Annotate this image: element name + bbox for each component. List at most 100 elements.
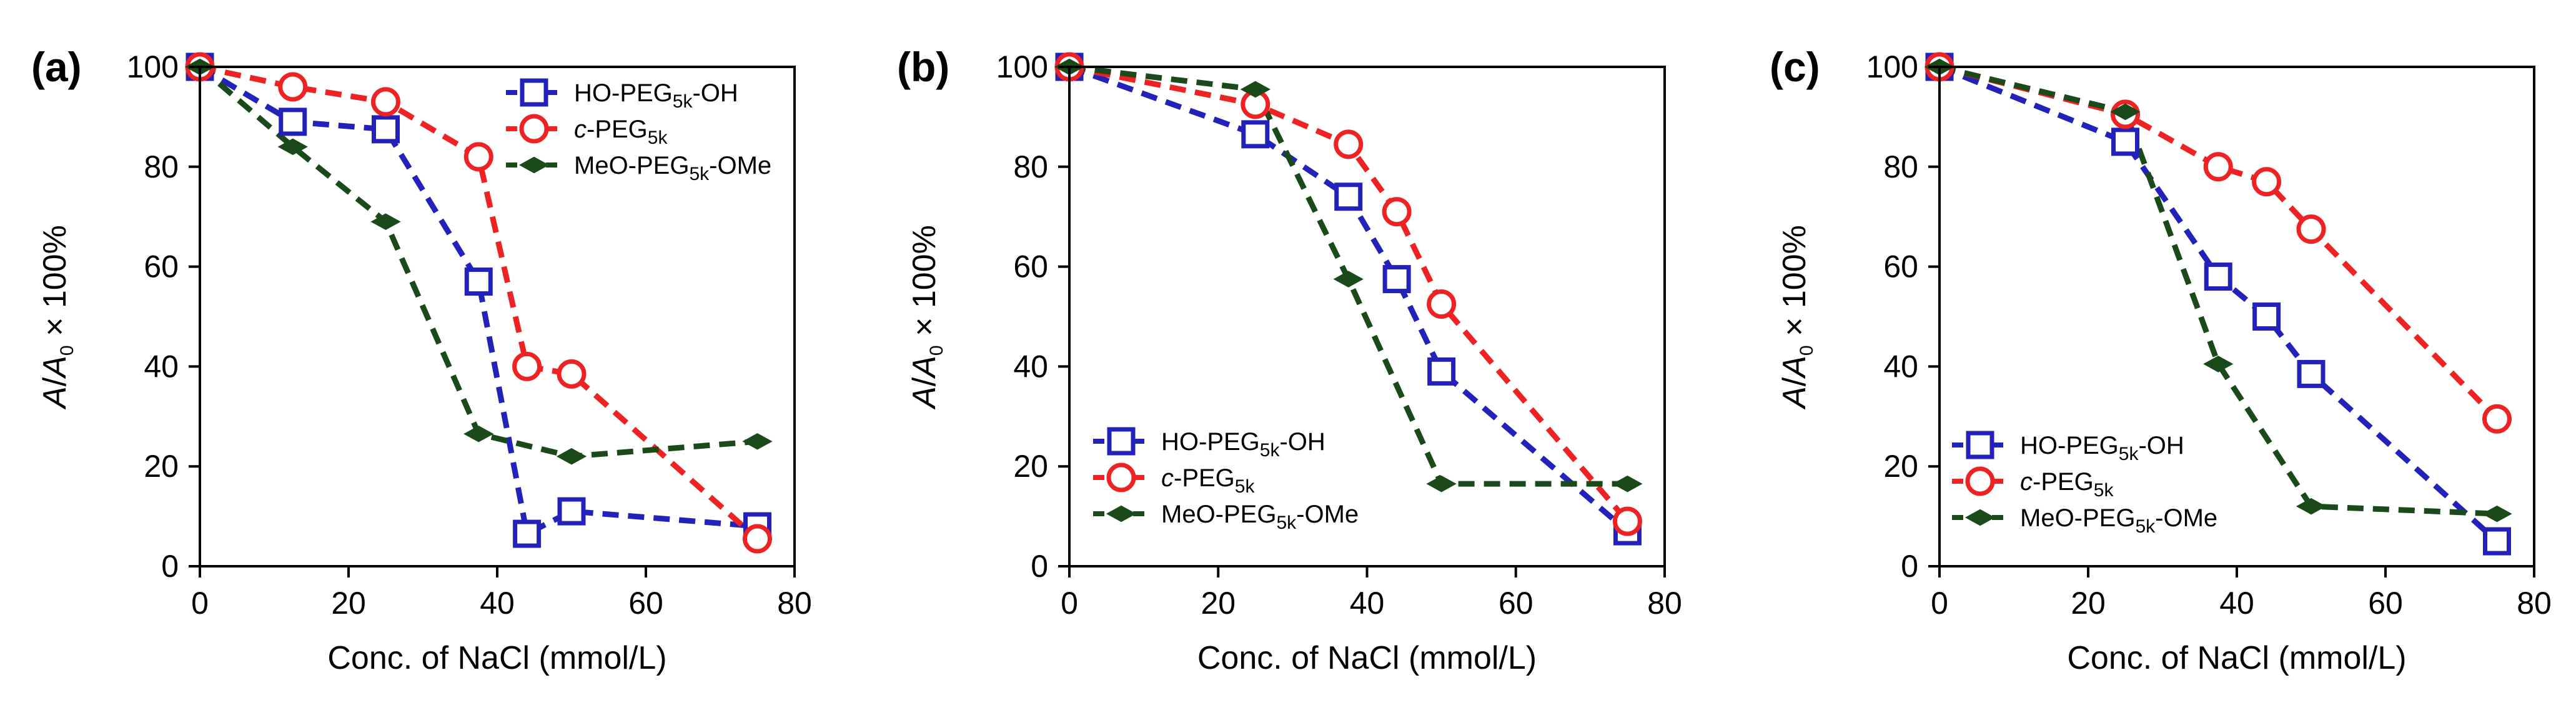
y-axis-title-part: / [37,377,73,386]
legend-marker [518,156,550,174]
y-axis-title-part: A [1776,386,1813,410]
legend-label-subscript: 5k [1276,512,1297,533]
legend-label-part: MeO-PEG [2020,504,2135,532]
y-tick-label: 20 [1883,449,1918,484]
x-tick-label: 80 [1647,586,1682,621]
y-axis-title-subscript: 0 [57,345,77,356]
y-tick-label: 0 [1031,549,1048,584]
y-axis-title-part: A [906,356,943,379]
x-tick-label: 0 [1061,586,1078,621]
x-tick-label: 20 [1201,586,1236,621]
data-point [1426,475,1457,492]
data-point [2297,359,2326,388]
legend-label-part: -PEG [2033,468,2094,496]
legend-label-part: HO-PEG [2020,432,2119,459]
x-tick-label: 20 [331,586,366,621]
x-tick-label: 60 [1499,586,1533,621]
y-axis-title: A/A0 × 100% [1776,225,1817,410]
y-tick-label: 80 [1013,149,1048,184]
legend-label-part: -OH [2138,432,2184,459]
x-tick-label: 80 [777,586,812,621]
series-line-1 [1938,64,2499,544]
legend-label-part: -PEG [587,116,648,143]
data-point [2252,167,2282,197]
x-tick-label: 80 [2517,586,2552,621]
y-tick-label: 40 [1013,349,1048,384]
legend-label: HO-PEG5k-OH [1161,428,1325,461]
x-tick-label: 60 [2368,586,2403,621]
y-axis-title-subscript: 0 [926,345,947,356]
data-point [742,432,773,450]
y-axis-title-part: × 100% [1776,225,1813,345]
y-tick-label: 80 [144,149,179,184]
legend-marker [1964,509,1996,526]
data-point [1333,271,1364,288]
data-point [277,138,308,156]
legend-label-part: -OMe [709,152,771,179]
legend-marker [1107,427,1136,456]
chart-panel-2: (b) 0 20 40 60 80 0 20 40 60 80 100 Conc. of NaCl (m… [897,44,1682,676]
legend-label-subscript: 5k [689,164,710,184]
data-point [2203,356,2234,372]
series-line-3 [198,64,758,459]
data-point [1382,265,1411,294]
legend-label-part: MeO-PEG [1161,501,1276,528]
panel-label: (b) [897,44,949,90]
data-point [2483,527,2511,556]
data-point [2203,152,2233,182]
data-point [2482,404,2512,434]
data-point [463,425,494,442]
legend-marker [1106,505,1137,522]
data-point [1334,182,1363,211]
series-line-2 [1069,64,1630,524]
y-axis-title: A/A0 × 100% [906,225,947,410]
data-point [279,108,307,136]
x-tick-label: 60 [628,586,663,621]
legend-label-subscript: 5k [1260,440,1281,461]
legend-label-part: HO-PEG [1161,428,1260,456]
y-axis-title-part: / [906,377,943,386]
legend-marker [520,78,548,107]
data-point [2252,302,2281,331]
legend-label-subscript: 5k [2119,444,2139,464]
legend-label-part: HO-PEG [574,79,673,107]
legend-marker [519,114,549,144]
data-point [2110,103,2141,121]
y-tick-label: 0 [161,549,179,584]
legend-label-subscript: 5k [1235,476,1256,497]
y-axis-title: A/A0 × 100% [37,225,77,410]
y-tick-label: 60 [1883,249,1918,284]
data-point [1427,357,1456,386]
data-point [512,351,542,381]
legend-label-part: -OH [692,79,738,107]
x-axis-title: Conc. of NaCl (mmol/L) [327,640,666,676]
data-point [1240,81,1271,98]
legend-label: c-PEG5k [574,116,668,148]
legend-marker [1966,431,1994,459]
legend-marker [1106,462,1136,492]
legend-label-part: c [1161,464,1174,492]
data-point [370,213,401,230]
y-axis-title-part: A [37,386,73,410]
y-tick-label: 0 [1901,549,1918,584]
data-point [557,359,587,389]
legend-label-subscript: 5k [2135,516,2156,537]
legend-label-part: -OMe [2155,504,2217,532]
legend-label: c-PEG5k [2020,468,2114,501]
legend-label: HO-PEG5k-OH [574,79,738,112]
data-point [2204,262,2232,291]
y-axis-title-part: / [1776,377,1813,386]
x-tick-label: 40 [480,586,515,621]
x-tick-label: 0 [1931,586,1948,621]
chart-panel-3: (c) 0 20 40 60 80 0 20 40 60 80 100 Conc. of NaCl (m… [1770,44,2552,676]
y-tick-label: 100 [996,49,1048,84]
panel-label: (c) [1770,44,1820,90]
data-point [463,142,493,172]
data-point [1241,120,1270,149]
y-tick-label: 20 [1013,449,1048,484]
y-tick-label: 40 [1883,349,1918,384]
x-axis-title: Conc. of NaCl (mmol/L) [2067,640,2406,676]
